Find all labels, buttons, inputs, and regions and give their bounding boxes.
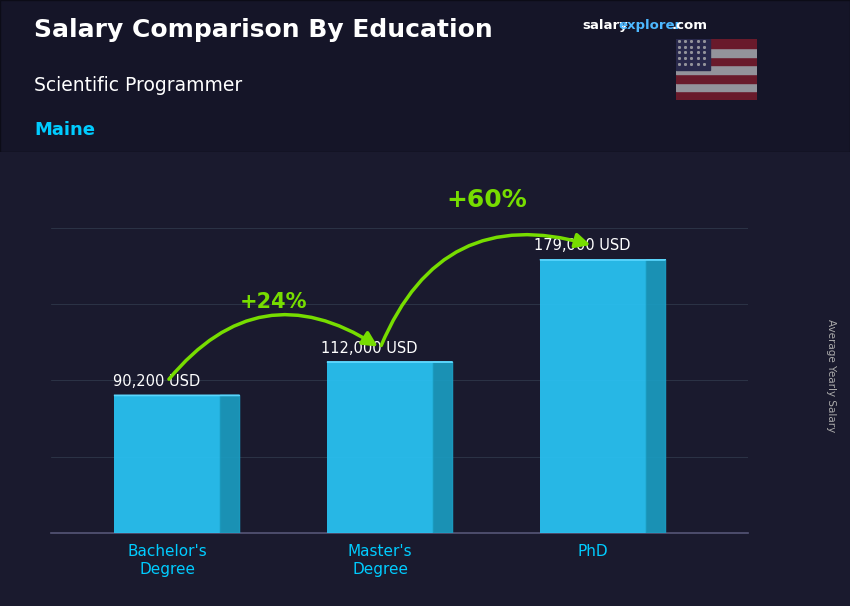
Text: 179,000 USD: 179,000 USD (534, 238, 631, 253)
Text: Salary Comparison By Education: Salary Comparison By Education (34, 18, 493, 42)
Bar (676, 65, 756, 74)
Text: Scientific Programmer: Scientific Programmer (34, 76, 242, 95)
Polygon shape (220, 396, 240, 533)
Text: salary: salary (582, 19, 628, 32)
Text: +60%: +60% (446, 188, 527, 212)
Text: +24%: +24% (240, 292, 308, 312)
FancyBboxPatch shape (0, 0, 850, 152)
Text: Maine: Maine (34, 121, 95, 139)
Polygon shape (646, 260, 666, 533)
Bar (676, 82, 756, 92)
FancyBboxPatch shape (114, 396, 220, 533)
Bar (676, 57, 756, 65)
Text: Average Yearly Salary: Average Yearly Salary (826, 319, 836, 432)
Text: 112,000 USD: 112,000 USD (321, 341, 417, 356)
Bar (676, 74, 756, 82)
Bar (676, 39, 756, 48)
Text: explorer: explorer (618, 19, 681, 32)
Bar (676, 39, 710, 70)
Bar (676, 48, 756, 57)
Bar (676, 92, 756, 100)
FancyBboxPatch shape (327, 362, 434, 533)
Text: 90,200 USD: 90,200 USD (113, 374, 200, 389)
FancyBboxPatch shape (540, 260, 646, 533)
Polygon shape (434, 362, 452, 533)
Text: .com: .com (672, 19, 707, 32)
